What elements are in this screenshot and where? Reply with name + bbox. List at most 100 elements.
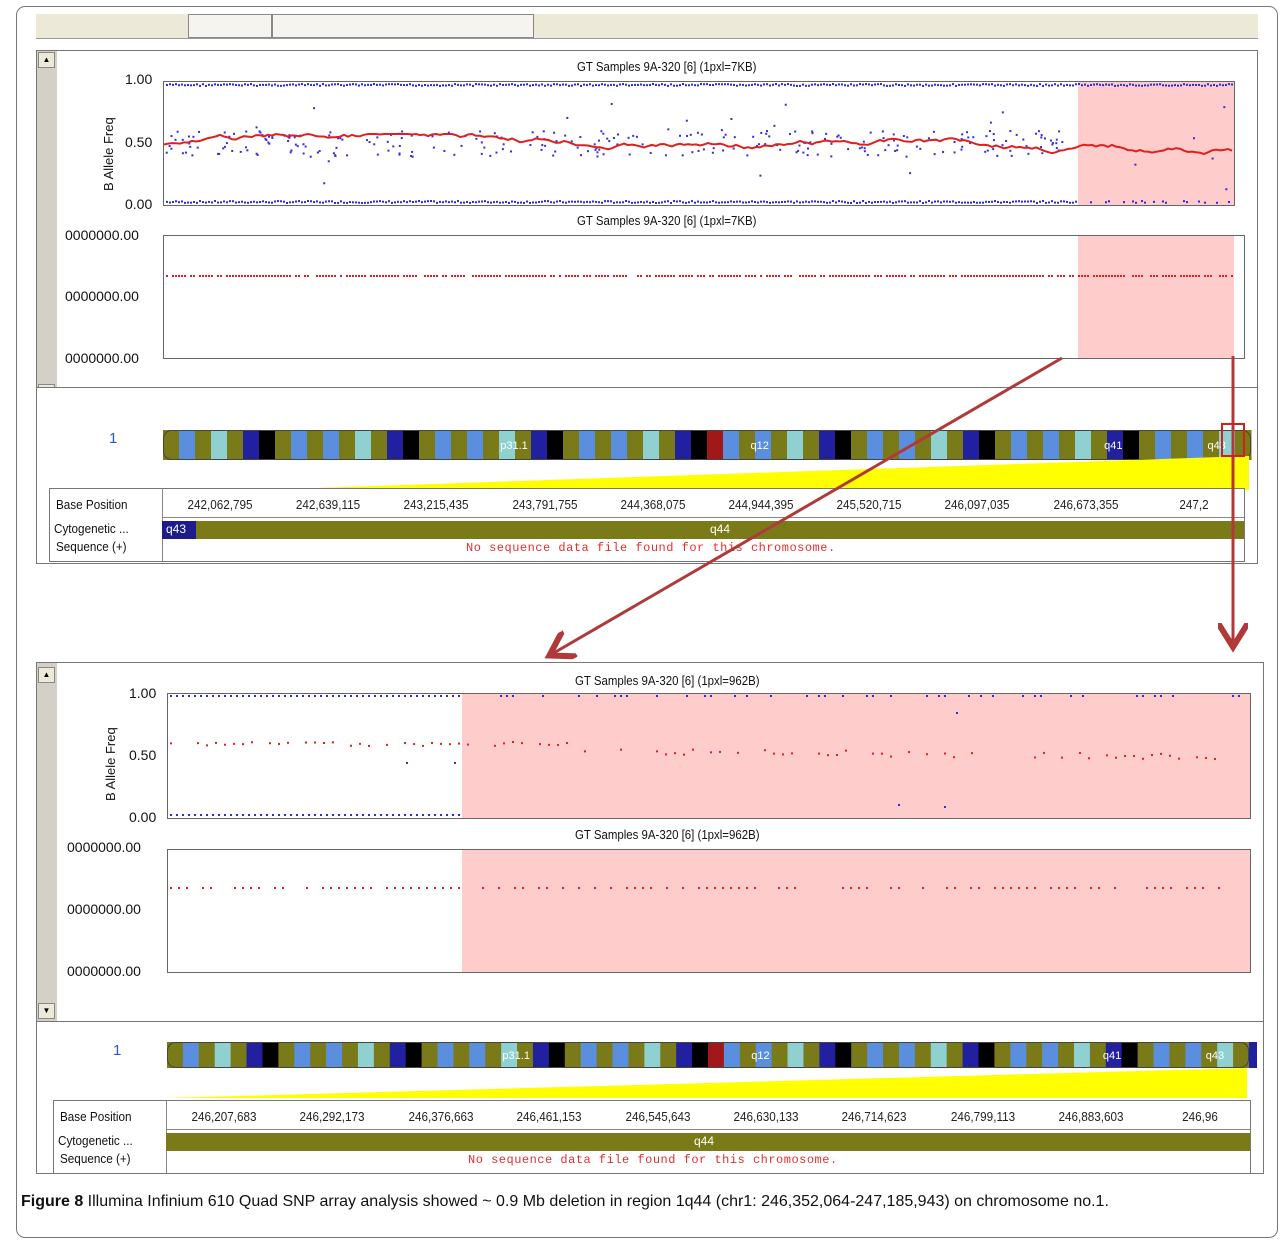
baf-point: [529, 84, 531, 87]
baf-point: [392, 814, 394, 816]
baf-point: [316, 151, 319, 154]
baf-point: [862, 83, 864, 86]
baf-point: [739, 83, 741, 86]
baf-point: [304, 145, 307, 148]
baf-point: [458, 814, 460, 816]
baf-point: [416, 814, 418, 816]
baf-point: [595, 200, 597, 203]
baf-point: [772, 83, 774, 86]
baf-point: [296, 145, 299, 148]
baf-point: [681, 154, 684, 157]
baf-point: [239, 150, 242, 153]
lrr-point: [712, 275, 714, 277]
baf-point: [960, 148, 963, 151]
lrr-point: [642, 887, 644, 889]
ideogram-band: [1187, 430, 1204, 460]
vertical-scrollbar[interactable]: ▲ ▼: [37, 51, 58, 403]
lrr-point: [931, 275, 933, 277]
baf-point: [493, 132, 496, 135]
baf-point: [968, 695, 970, 697]
baf-point: [433, 200, 435, 203]
baf-point: [427, 200, 429, 203]
baf-point: [837, 134, 840, 137]
baf-point: [379, 200, 381, 203]
lrr-point: [655, 275, 657, 277]
baf-point: [489, 154, 492, 157]
baf-point: [379, 83, 381, 86]
lrr-scatter: [166, 275, 1233, 277]
lrr-point: [450, 887, 452, 889]
baf-point: [1039, 200, 1041, 203]
toolbar-field[interactable]: [272, 14, 534, 38]
lrr-point: [698, 887, 700, 889]
scroll-down-icon[interactable]: ▼: [38, 1003, 55, 1019]
baf-point: [231, 149, 234, 152]
baf-point: [1171, 84, 1173, 87]
lrr-point: [738, 887, 740, 889]
baf-point: [176, 695, 178, 697]
lrr-point: [1132, 275, 1134, 277]
baf-point: [916, 201, 918, 204]
lrr-point: [1006, 275, 1008, 277]
baf-point: [397, 200, 399, 203]
baf-tick-label: 0.00: [129, 809, 157, 825]
baf-point: [224, 695, 226, 697]
lrr-point: [550, 275, 552, 277]
base-position-label: 245,520,715: [836, 497, 902, 512]
baf-point: [350, 814, 352, 816]
scroll-up-icon[interactable]: ▲: [38, 52, 55, 68]
baf-point: [253, 200, 255, 203]
baf-point: [592, 200, 594, 203]
baf-point: [571, 200, 573, 203]
baf-point: [346, 83, 348, 86]
baf-point: [517, 84, 519, 87]
baf-point: [187, 135, 190, 138]
baf-point: [1232, 695, 1234, 697]
baf-point: [309, 155, 312, 158]
baf-point: [225, 142, 228, 145]
baf-point: [202, 201, 204, 204]
lrr-point: [610, 887, 612, 889]
baf-point: [976, 201, 978, 204]
baf-point: [256, 153, 259, 156]
baf-point: [331, 200, 333, 203]
baf-point: [574, 200, 576, 203]
ideogram-band: [962, 1042, 979, 1068]
baf-point: [958, 83, 960, 86]
baf-point: [337, 83, 339, 86]
lrr-point: [1225, 275, 1227, 277]
lrr-point: [616, 275, 618, 277]
baf-point: [1231, 83, 1233, 86]
baf-point: [922, 84, 924, 87]
baf-point: [359, 742, 361, 745]
lrr-point: [1123, 275, 1125, 277]
toolbar-field[interactable]: [188, 14, 272, 38]
lrr-point: [1039, 275, 1041, 277]
lrr-point: [394, 887, 396, 889]
baf-point: [874, 201, 876, 204]
baf-point: [328, 134, 331, 137]
baf-point: [472, 84, 474, 87]
baf-point: [302, 695, 304, 697]
baf-point: [404, 741, 406, 744]
vertical-scrollbar[interactable]: ▲ ▼: [37, 663, 58, 1021]
baf-point: [544, 84, 546, 87]
baf-point: [320, 814, 322, 816]
baf-point: [436, 83, 438, 86]
baf-point: [850, 201, 852, 204]
scroll-up-icon[interactable]: ▲: [38, 667, 55, 683]
baf-point: [451, 84, 453, 87]
baf-point: [376, 136, 379, 139]
baf-point: [170, 147, 173, 150]
baf-scatter: [164, 83, 1233, 204]
baf-point: [235, 83, 237, 86]
baf-point: [583, 83, 585, 86]
baf-point: [217, 152, 220, 155]
baf-point: [411, 155, 414, 158]
baf-point: [1160, 752, 1162, 755]
baf-point: [536, 135, 539, 138]
lrr-point: [541, 275, 543, 277]
baf-point: [1216, 201, 1218, 204]
baf-point: [397, 83, 399, 86]
lrr-point: [1174, 275, 1176, 277]
